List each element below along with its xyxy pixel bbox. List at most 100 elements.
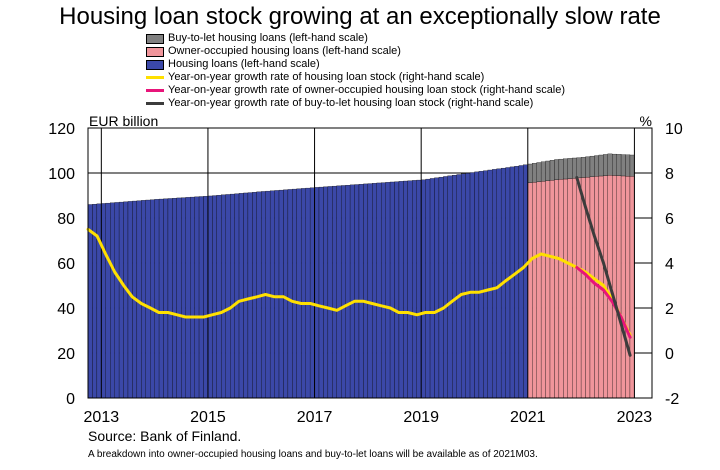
bar-housing-loans <box>421 179 426 399</box>
bar-housing-loans <box>452 175 457 399</box>
bar-housing-loans <box>212 195 217 399</box>
left-tick-label: 80 <box>57 211 75 228</box>
bar-owner-occupied <box>629 176 635 399</box>
bar-buy-to-let <box>594 155 600 177</box>
x-tick-label: 2019 <box>403 409 439 426</box>
bar-housing-loans <box>283 189 289 399</box>
bar-housing-loans <box>367 183 373 399</box>
bar-housing-loans <box>163 198 169 399</box>
footnote: A breakdown into owner-occupied housing … <box>88 449 538 460</box>
bar-owner-occupied <box>589 176 595 399</box>
left-axis-unit-label: EUR billion <box>89 113 158 129</box>
bar-housing-loans <box>483 170 488 399</box>
bar-housing-loans <box>243 192 249 399</box>
bar-housing-loans <box>181 197 186 399</box>
bar-housing-loans <box>123 201 129 399</box>
bar-buy-to-let <box>589 155 595 177</box>
bar-housing-loans <box>158 198 164 399</box>
bar-buy-to-let <box>625 154 631 177</box>
bar-housing-loans <box>381 182 386 399</box>
bar-housing-loans <box>509 166 515 399</box>
bar-buy-to-let <box>585 156 591 178</box>
bar-buy-to-let <box>603 154 608 176</box>
plot-frame <box>87 127 653 399</box>
bar-housing-loans <box>305 187 311 399</box>
bar-housing-loans <box>203 196 209 399</box>
bar-housing-loans <box>332 185 337 399</box>
bar-housing-loans <box>372 183 377 399</box>
bar-buy-to-let <box>532 163 537 183</box>
line-growth-buy-to-let <box>575 176 632 357</box>
line-growth-owner-occupied <box>575 266 632 339</box>
right-tick-label: 6 <box>665 211 674 228</box>
bar-housing-loans <box>216 195 222 399</box>
bar-housing-loans <box>118 201 124 399</box>
bar-housing-loans <box>492 169 497 399</box>
bar-owner-occupied <box>527 182 533 399</box>
legend-label-housing-loans: Housing loans (left-hand scale) <box>168 58 320 70</box>
bar-buy-to-let <box>563 158 568 180</box>
lines-layer <box>86 176 632 357</box>
left-tick-label: 20 <box>57 346 75 363</box>
right-tick-label: 8 <box>665 166 674 183</box>
bar-housing-loans <box>127 201 133 399</box>
x-tick-label: 2013 <box>84 409 120 426</box>
bar-housing-loans <box>354 184 360 399</box>
bar-housing-loans <box>309 187 315 399</box>
right-tick-label: 2 <box>665 301 674 318</box>
bar-housing-loans <box>252 192 257 399</box>
bar-housing-loans <box>434 177 440 399</box>
bar-housing-loans <box>425 178 431 399</box>
legend-item-growth-owner-occupied: Year-on-year growth rate of owner-occupi… <box>146 84 565 97</box>
bar-buy-to-let <box>527 163 533 183</box>
x-tick-label: 2023 <box>617 409 653 426</box>
bar-housing-loans <box>478 171 484 399</box>
bar-housing-loans <box>447 175 453 399</box>
bar-housing-loans <box>221 194 226 399</box>
line-growth-total <box>86 227 632 337</box>
bar-buy-to-let <box>558 158 564 180</box>
bar-housing-loans <box>301 188 306 399</box>
legend-swatch-buy-to-let <box>146 33 164 44</box>
legend-swatch-owner-occupied <box>146 46 164 57</box>
bar-housing-loans <box>154 199 160 399</box>
bar-housing-loans <box>145 199 151 399</box>
bar-housing-loans <box>394 181 400 399</box>
bar-housing-loans <box>225 194 231 399</box>
bar-housing-loans <box>465 173 471 399</box>
bar-housing-loans <box>523 164 528 399</box>
bar-owner-occupied <box>540 181 546 399</box>
bar-housing-loans <box>318 186 324 399</box>
source-note: Source: Bank of Finland. <box>88 428 242 444</box>
bar-owner-occupied <box>554 179 560 399</box>
bar-housing-loans <box>461 173 466 399</box>
bar-housing-loans <box>150 199 155 399</box>
bar-housing-loans <box>96 203 102 399</box>
bar-housing-loans <box>403 180 408 399</box>
bar-housing-loans <box>505 167 511 399</box>
bar-owner-occupied <box>572 178 577 399</box>
bar-buy-to-let <box>612 153 617 176</box>
bar-buy-to-let <box>620 154 626 177</box>
legend-label-buy-to-let: Buy-to-let housing loans (left-hand scal… <box>168 32 368 44</box>
bar-buy-to-let <box>580 157 586 178</box>
bar-housing-loans <box>474 171 480 399</box>
bar-housing-loans <box>349 184 355 399</box>
bar-housing-loans <box>407 180 413 399</box>
left-tick-label: 60 <box>57 256 75 273</box>
bar-housing-loans <box>105 202 111 399</box>
legend-item-growth-buy-to-let: Year-on-year growth rate of buy-to-let h… <box>146 97 565 110</box>
left-tick-label: 0 <box>66 391 75 408</box>
bar-housing-loans <box>358 184 364 399</box>
x-tick-label: 2021 <box>510 409 546 426</box>
bar-housing-loans <box>389 181 395 399</box>
right-tick-label: 4 <box>665 256 674 273</box>
legend-swatch-housing-loans <box>146 59 164 70</box>
bar-housing-loans <box>345 185 351 399</box>
bar-buy-to-let <box>549 160 555 181</box>
legend-item-buy-to-let: Buy-to-let housing loans (left-hand scal… <box>146 32 565 45</box>
bar-housing-loans <box>341 185 346 399</box>
bar-housing-loans <box>207 195 213 399</box>
legend-swatch-growth-total <box>146 76 164 79</box>
bar-housing-loans <box>314 187 320 399</box>
